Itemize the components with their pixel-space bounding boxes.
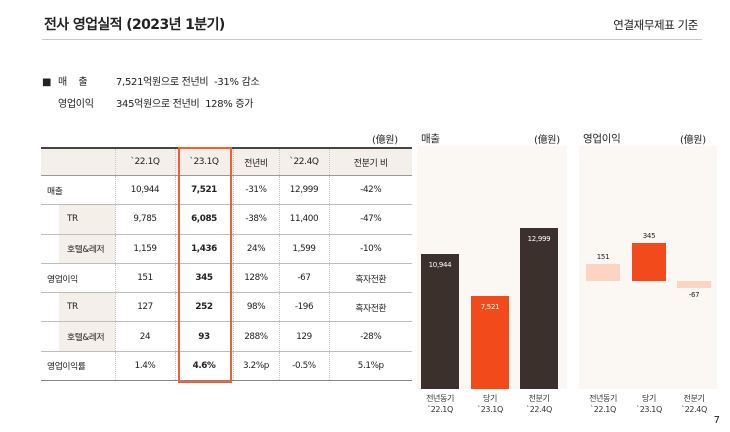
table-cell: 288% — [232, 321, 279, 352]
col-header: `23.1Q — [174, 147, 233, 176]
op-income-bar — [677, 281, 711, 289]
op-income-bar — [632, 243, 666, 281]
table-cell: 9,785 — [114, 204, 175, 235]
row-label: 호텔&레저 — [59, 321, 115, 352]
table-cell: 24 — [114, 321, 175, 352]
row-label: 호텔&레저 — [59, 234, 115, 264]
table-cell: -28% — [328, 321, 412, 352]
table-cell: 127 — [114, 292, 175, 323]
op-income-category-label: 전년동기 `22.1Q — [589, 394, 617, 414]
financial-table: `22.1Q `23.1Q 전년비 `22.4Q 전분기 비 매출 10,944… — [41, 147, 412, 382]
table-cell: 98% — [232, 292, 279, 323]
table-cell: 11,400 — [278, 204, 329, 235]
op-income-value-label: 345 — [642, 232, 656, 241]
page-title: 전사 영업실적 (2023년 1분기) — [44, 17, 225, 33]
row-label: 영업이익 — [41, 263, 115, 294]
indent-cell — [41, 292, 59, 323]
table-cell: 흑자전환 — [328, 263, 412, 294]
table-cell: 345 — [174, 263, 233, 294]
table-cell: 12,999 — [278, 175, 329, 206]
table-header-row: `22.1Q `23.1Q 전년비 `22.4Q 전분기 비 — [41, 147, 412, 176]
table-cell: -38% — [232, 204, 279, 235]
table-cell: -196 — [278, 292, 329, 323]
revenue-chart-unit: (億원) — [534, 135, 560, 146]
row-label: TR — [59, 292, 115, 323]
row-label: 영업이익률 — [41, 351, 115, 382]
accounting-basis: 연결재무제표 기준 — [613, 18, 698, 32]
table-row: 호텔&레저 24 93 288% 129 -28% — [41, 321, 412, 352]
indent-cell — [41, 321, 59, 352]
table-row: TR 9,785 6,085 -38% 11,400 -47% — [41, 204, 412, 235]
table-cell: 6,085 — [174, 204, 233, 235]
table-cell: 1,159 — [114, 234, 175, 264]
revenue-category-label: 당기 `23.1Q — [477, 394, 503, 414]
table-unit: (億원) — [372, 135, 398, 146]
table-cell: 128% — [232, 263, 279, 294]
table-cell: 151 — [114, 263, 175, 294]
revenue-category-label: 전분기 `22.4Q — [526, 394, 552, 414]
op-income-value-label: 151 — [596, 253, 610, 262]
table-cell: 흑자전환 — [328, 292, 412, 323]
table-cell: -31% — [232, 175, 279, 206]
table-cell: 7,521 — [174, 175, 233, 206]
indent-cell — [41, 204, 59, 235]
summary-label: 영업이익 — [58, 99, 94, 110]
table-cell: 93 — [174, 321, 233, 352]
table-cell: -47% — [328, 204, 412, 235]
table-cell: -42% — [328, 175, 412, 206]
op-income-category-label: 당기 `23.1Q — [636, 394, 662, 414]
op-income-bar — [586, 264, 620, 281]
table-cell: 4.6% — [174, 351, 233, 382]
op-income-chart-unit: (億원) — [680, 135, 706, 146]
revenue-bar — [471, 295, 509, 389]
col-header: `22.4Q — [278, 147, 329, 176]
header-blank — [41, 147, 115, 176]
table-cell: -10% — [328, 234, 412, 264]
table-row: 영업이익률 1.4% 4.6% 3.2%p -0.5% 5.1%p — [41, 351, 412, 382]
revenue-value-label: 10,944 — [428, 260, 452, 269]
summary-value: 7,521억원으로 전년비 -31% 감소 — [116, 77, 260, 88]
revenue-category-label: 전년동기 `22.1Q — [426, 394, 454, 414]
table-cell: 24% — [232, 234, 279, 264]
indent-cell — [41, 234, 59, 264]
page-number: 7 — [713, 415, 720, 426]
revenue-value-label: 7,521 — [480, 302, 500, 311]
table-cell: 252 — [174, 292, 233, 323]
table-row: 영업이익 151 345 128% -67 흑자전환 — [41, 263, 412, 294]
table-row: 매출 10,944 7,521 -31% 12,999 -42% — [41, 175, 412, 206]
table-cell: 1,599 — [278, 234, 329, 264]
summary-line-revenue: ■ 매 출 7,521억원으로 전년비 -31% 감소 — [42, 73, 260, 88]
revenue-bar — [421, 253, 459, 389]
bullet-icon: ■ — [42, 77, 52, 88]
table-cell: 1,436 — [174, 234, 233, 264]
table-row: TR 127 252 98% -196 흑자전환 — [41, 292, 412, 323]
table-cell: 129 — [278, 321, 329, 352]
table-cell: 1.4% — [114, 351, 175, 382]
table-cell: 10,944 — [114, 175, 175, 206]
col-header: `22.1Q — [114, 147, 175, 176]
op-income-category-label: 전분기 `22.4Q — [681, 394, 707, 414]
op-income-value-label: -67 — [688, 291, 700, 300]
current-quarter-highlight — [178, 147, 232, 383]
table-cell: -67 — [278, 263, 329, 294]
summary-label: 매 출 — [58, 77, 88, 88]
col-header: 전분기 비 — [328, 147, 412, 176]
revenue-value-label: 12,999 — [527, 235, 551, 244]
table-row: 호텔&레저 1,159 1,436 24% 1,599 -10% — [41, 234, 412, 264]
title-divider — [42, 39, 702, 40]
summary-line-op-income: 영업이익 345억원으로 전년비 128% 증가 — [42, 95, 254, 110]
table-cell: -0.5% — [278, 351, 329, 382]
table-cell: 5.1%p — [328, 351, 412, 382]
row-label: TR — [59, 204, 115, 235]
revenue-chart-title: 매출 — [421, 133, 440, 145]
summary-value: 345억원으로 전년비 128% 증가 — [116, 99, 254, 110]
table-cell: 3.2%p — [232, 351, 279, 382]
col-header: 전년비 — [232, 147, 279, 176]
revenue-bar — [520, 228, 558, 389]
op-income-chart-title: 영업이익 — [583, 133, 621, 145]
row-label: 매출 — [41, 175, 115, 206]
